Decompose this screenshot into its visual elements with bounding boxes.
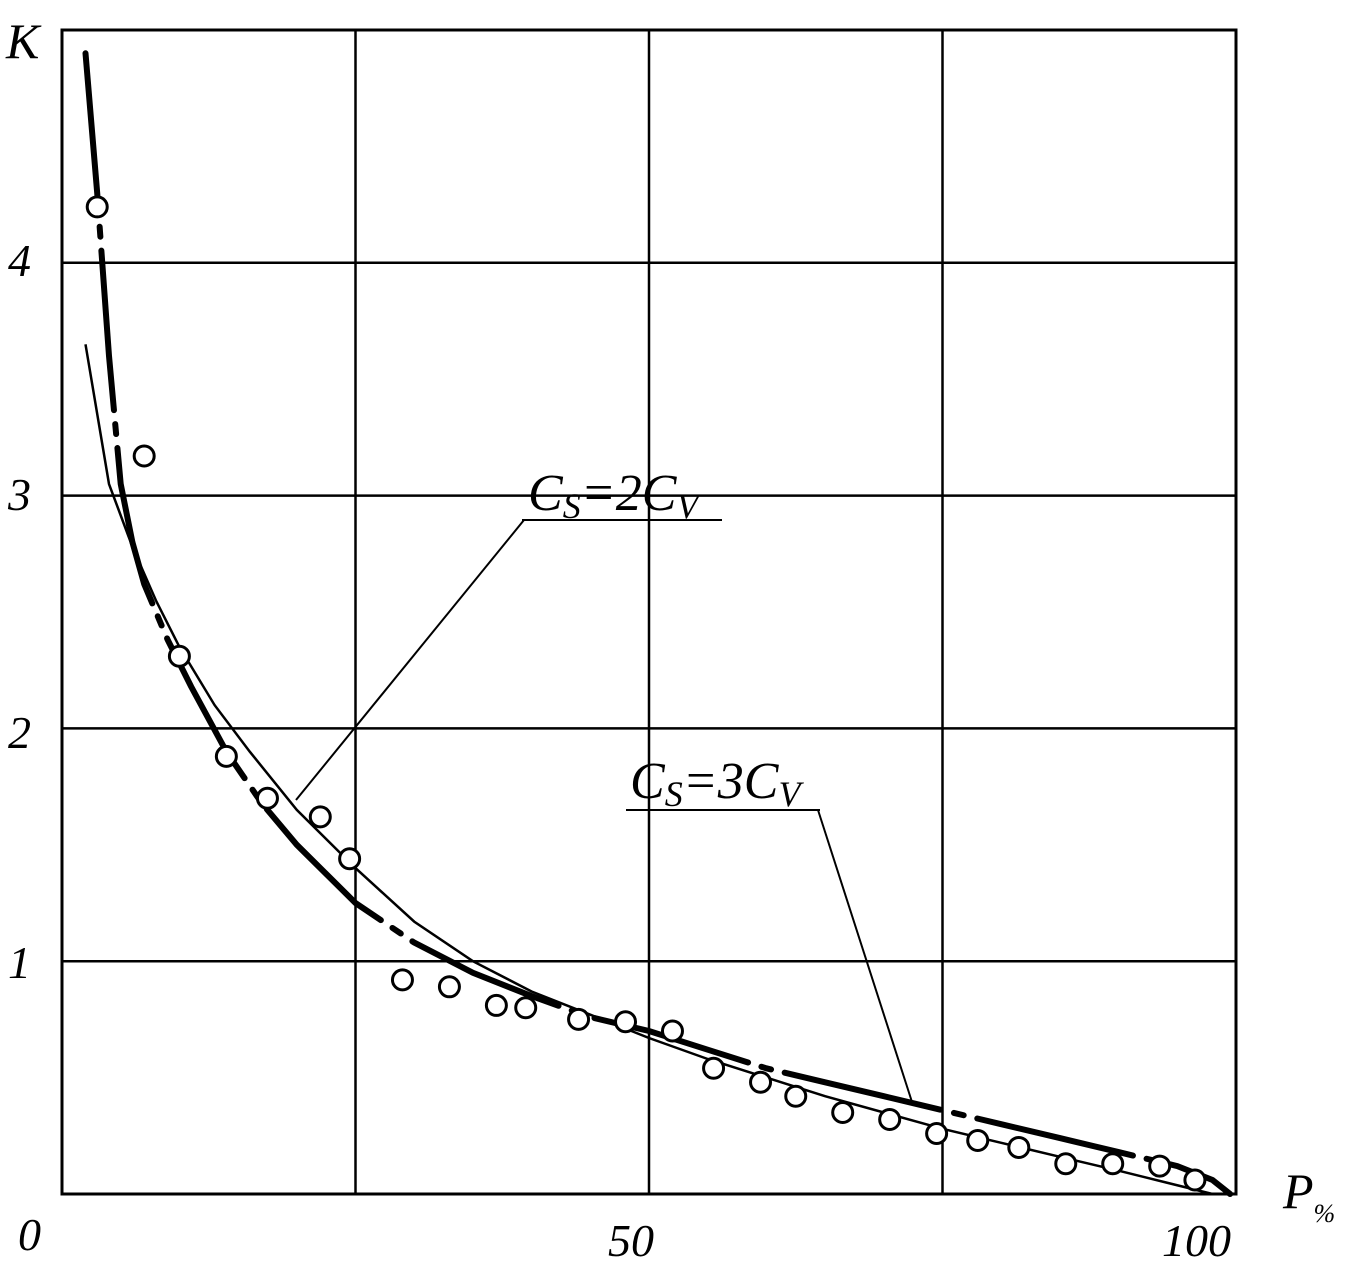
data-point-21 xyxy=(1007,1135,1031,1159)
data-point-20 xyxy=(966,1128,990,1152)
data-point-24 xyxy=(1148,1154,1172,1178)
x-axis-title-sub: % xyxy=(1314,1199,1336,1228)
data-point-8 xyxy=(437,975,461,999)
plot-frame xyxy=(60,28,1238,1196)
curves xyxy=(82,50,1234,1197)
curve-label-cs-2cv-sub1: S xyxy=(563,486,581,526)
curve-cs-3cv xyxy=(82,50,1234,1197)
data-point-19 xyxy=(925,1121,949,1145)
data-point-4 xyxy=(255,786,279,810)
curve-label-cs-3cv-sub1: S xyxy=(665,774,683,814)
data-point-18 xyxy=(878,1108,902,1132)
data-point-1 xyxy=(132,444,156,468)
curve-label-cs-2cv-c: C xyxy=(528,465,564,522)
data-point-11 xyxy=(567,1007,591,1031)
y-tick-label-4: 4 xyxy=(8,235,31,286)
data-point-0 xyxy=(85,195,109,219)
x-tick-label-100: 100 xyxy=(1162,1215,1231,1266)
data-point-6 xyxy=(338,847,362,871)
curve-label-cs-2cv: CS=2CV xyxy=(528,465,702,526)
data-point-7 xyxy=(390,968,414,992)
data-point-5 xyxy=(308,805,332,829)
data-point-23 xyxy=(1101,1152,1125,1176)
data-point-13 xyxy=(660,1019,684,1043)
data-point-22 xyxy=(1054,1152,1078,1176)
data-point-2 xyxy=(167,644,191,668)
leader-line-cs-3cv xyxy=(817,809,913,1103)
y-tick-label-1: 1 xyxy=(8,937,31,988)
leader-lines xyxy=(295,519,913,1103)
x-axis-title-main: P xyxy=(1282,1163,1314,1219)
curve-label-cs-3cv: CS=3CV xyxy=(630,753,804,814)
curve-label-cs-3cv-c: C xyxy=(630,753,666,810)
data-point-9 xyxy=(484,993,508,1017)
y-tick-label-3: 3 xyxy=(7,469,31,520)
data-point-3 xyxy=(214,744,238,768)
data-point-12 xyxy=(614,1010,638,1034)
grid xyxy=(60,28,1238,1196)
curve-label-cs-2cv-mid: =2C xyxy=(581,465,678,522)
curve-label-cs-3cv-sub2: V xyxy=(778,774,804,814)
points xyxy=(85,195,1207,1192)
data-point-10 xyxy=(514,996,538,1020)
data-point-15 xyxy=(749,1070,773,1094)
x-tick-label-0: 0 xyxy=(18,1209,41,1260)
data-point-17 xyxy=(831,1101,855,1125)
x-tick-label-50: 50 xyxy=(608,1215,654,1266)
x-axis-title: P% xyxy=(1282,1163,1335,1228)
curve-label-cs-3cv-mid: =3C xyxy=(683,753,780,810)
data-point-16 xyxy=(784,1084,808,1108)
data-point-25 xyxy=(1183,1168,1207,1192)
y-axis-title: K xyxy=(5,13,42,69)
y-tick-label-2: 2 xyxy=(8,707,31,758)
leader-line-cs-2cv xyxy=(295,519,525,801)
data-point-14 xyxy=(702,1056,726,1080)
